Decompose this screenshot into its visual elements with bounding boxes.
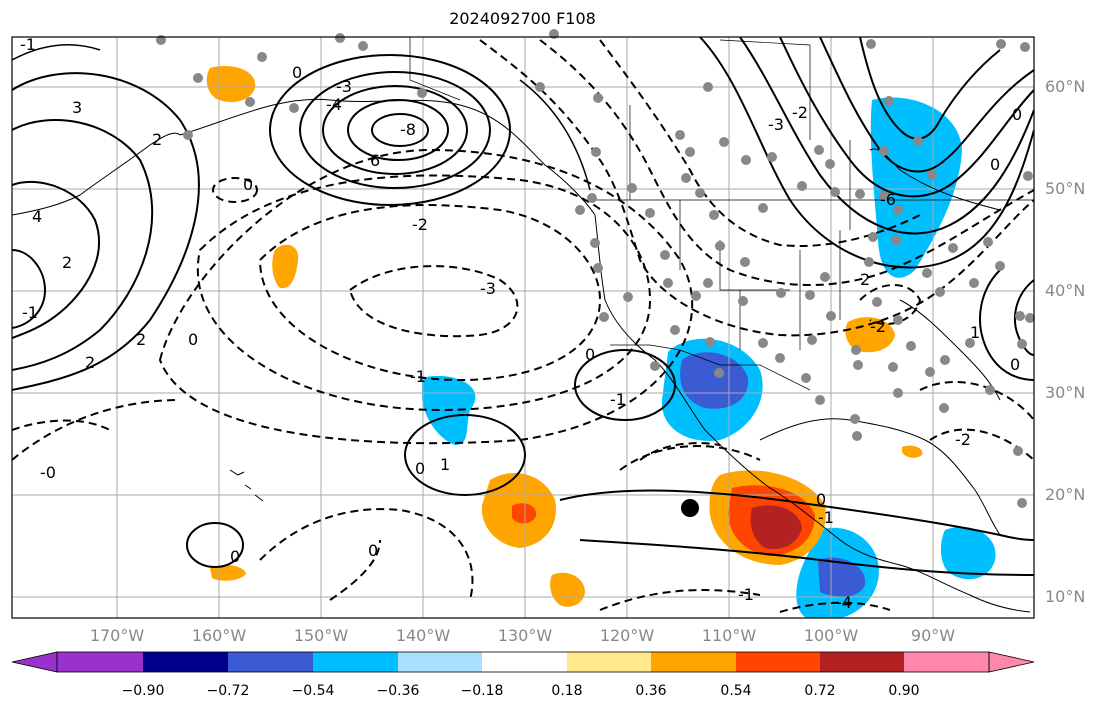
contour-label: 0 [816, 490, 826, 509]
contour-label: 0 [368, 541, 378, 560]
colorbar-tick-label: −0.54 [291, 683, 335, 699]
positive-anomaly-region-gulf [902, 445, 923, 458]
contour-label: 4 [32, 207, 42, 226]
lat-label: 10°N [1045, 587, 1086, 606]
contour-label: -2 [870, 317, 886, 336]
contour-label: 0 [292, 63, 302, 82]
borders [409, 37, 1034, 391]
contour-label: 0 [230, 547, 240, 566]
contour-label: -1 [410, 367, 426, 386]
colorbar-tick-label: 0.36 [635, 683, 667, 699]
contour-label: 0 [1012, 105, 1022, 124]
lat-label: 20°N [1045, 485, 1086, 504]
contour-label: 6 [370, 151, 380, 170]
contour-label: -8 [400, 120, 416, 139]
colorbar-tick-label: 0.18 [551, 683, 583, 699]
contour-label: 1 [440, 455, 450, 474]
map-title: 2024092700 F108 [449, 9, 596, 28]
contour-label: -1 [20, 35, 36, 54]
graticule [12, 37, 1034, 618]
lat-label: 50°N [1045, 179, 1086, 198]
contour-label: -1 [818, 508, 834, 527]
lon-label: 150°W [293, 626, 349, 645]
colorbar-tick-label: −0.90 [121, 683, 165, 699]
lon-label: 90°W [910, 626, 956, 645]
colorbar-tick-label: 0.90 [888, 683, 920, 699]
colorbar-tick-label: −0.18 [460, 683, 504, 699]
colorbar-tick-label: 0.72 [804, 683, 836, 699]
contour-label: 3 [72, 98, 82, 117]
positive-anomaly-region-tropics [550, 572, 585, 607]
colorbar-extend-low [11, 651, 58, 673]
contour-label: -1 [22, 303, 38, 322]
contour-label: -3 [768, 115, 784, 134]
contour-label: 1 [970, 323, 980, 342]
positive-anomaly-region-alaska [206, 66, 256, 103]
contour-label: 0 [585, 345, 595, 364]
colorbar-extend-high [988, 651, 1035, 673]
contour-label-group: -1 0 3 2 4 2 -1 2 2 0 -8 6 -4 -3 0 -2 -3… [20, 35, 1022, 612]
lat-label: 30°N [1045, 383, 1086, 402]
lon-label: 130°W [497, 626, 553, 645]
positive-anomaly-region-central-us [845, 317, 895, 353]
contour-label: -3 [480, 279, 496, 298]
contour-label: 2 [136, 330, 146, 349]
contour-label: 0 [990, 155, 1000, 174]
strong-negative-anomaly-mexico [680, 352, 749, 409]
contour-label: -3 [336, 77, 352, 96]
lon-label: 110°W [701, 626, 757, 645]
contour-label: -4 [836, 593, 852, 612]
lon-label: 170°W [89, 626, 145, 645]
contour-label: 0 [243, 175, 253, 194]
strong-positive-anomaly-east-pacific [512, 503, 537, 524]
contour-label: -0 [40, 463, 56, 482]
dashed-contours [12, 39, 1034, 613]
extreme-positive-anomaly-mexico-coast [750, 505, 802, 550]
solid-contours [12, 37, 1034, 576]
storm-marker [681, 499, 699, 517]
lon-label: 100°W [803, 626, 859, 645]
strong-negative-anomaly-central-america [818, 557, 866, 597]
contour-label: -1 [738, 585, 754, 604]
contour-label: 0 [188, 330, 198, 349]
coastlines [12, 98, 1031, 613]
contour-label: 0 [1010, 355, 1020, 374]
anomaly-shading [206, 66, 996, 618]
lat-label: 40°N [1045, 281, 1086, 300]
thin-solid-contours [12, 44, 591, 191]
lon-label: 160°W [191, 626, 247, 645]
colorbar-tick-label: −0.36 [376, 683, 420, 699]
contour-label: -2 [412, 215, 428, 234]
positive-anomaly-region-north-pacific [272, 244, 299, 289]
contour-label: 2 [860, 270, 870, 289]
contour-label: 2 [152, 130, 162, 149]
contour-label: -4 [326, 95, 342, 114]
lon-label: 140°W [395, 626, 451, 645]
negative-anomaly-region-great-lakes [870, 97, 962, 278]
colorbar [11, 651, 1035, 673]
station-dots [156, 29, 1035, 508]
contour-label: -1 [610, 390, 626, 409]
lon-label: 120°W [599, 626, 655, 645]
negative-anomaly-region-caribbean [940, 526, 996, 580]
map-frame [11, 36, 1035, 619]
contour-label: 2 [85, 353, 95, 372]
contour-label: 2 [62, 253, 72, 272]
contour-label: -6 [880, 190, 896, 209]
contour-label: -2 [955, 430, 971, 449]
lat-label: 60°N [1045, 77, 1086, 96]
colorbar-tick-label: −0.72 [206, 683, 250, 699]
contour-label: -2 [792, 103, 808, 122]
colorbar-tick-label: 0.54 [720, 683, 752, 699]
contour-label: 0 [415, 459, 425, 478]
